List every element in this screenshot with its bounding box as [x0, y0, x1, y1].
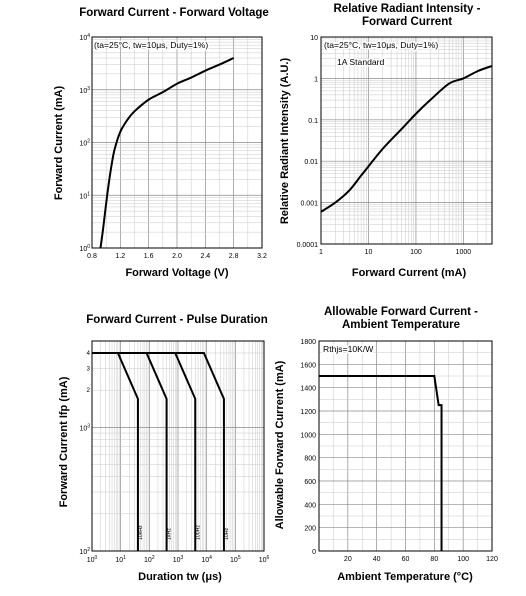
- x-tick-label: 101: [115, 555, 126, 564]
- x-tick-label: 100: [410, 249, 422, 256]
- y-axis-label: Forward Current (mA): [53, 86, 65, 201]
- x-tick-label: 80: [430, 556, 438, 563]
- chart-allowable-forward-current: Allowable Forward Current -Ambient Tempe…: [274, 306, 498, 583]
- x-tick-label: 0.8: [87, 253, 97, 260]
- x-tick-label: 100: [457, 556, 469, 563]
- y-tick-label: 0: [312, 549, 316, 556]
- y-tick-label: 1: [314, 76, 318, 83]
- chart-title-line2: Ambient Temperature: [342, 319, 460, 331]
- x-tick-label: 20: [344, 556, 352, 563]
- y-tick-label: 1000: [300, 432, 316, 439]
- x-tick-label: 100: [87, 555, 98, 564]
- x-tick-label: 3.2: [257, 253, 267, 260]
- x-axis-label: Duration tw (μs): [138, 571, 222, 583]
- chart-title: Allowable Forward Current -: [324, 306, 478, 318]
- plot-frame: [91, 340, 265, 552]
- y-tick-label: 400: [304, 502, 316, 509]
- series-label: 100Hz: [195, 525, 201, 540]
- y-tick-label: 100: [79, 244, 90, 253]
- x-tick-label: 40: [373, 556, 381, 563]
- x-axis-label: Forward Voltage (V): [125, 267, 228, 279]
- series-label: 1kHz: [167, 528, 173, 540]
- x-tick-label: 103: [173, 555, 184, 564]
- x-tick-label: 105: [230, 555, 241, 564]
- annotation: (ta=25°C, tw=10μs, Duty=1%): [324, 40, 438, 50]
- y-minor-tick-label: 4: [87, 350, 91, 357]
- y-tick-label: 200: [304, 526, 316, 533]
- series-line-10khz: [92, 351, 139, 551]
- x-tick-label: 106: [259, 555, 270, 564]
- y-tick-label: 10: [310, 35, 318, 42]
- series-label: 10kHz: [138, 525, 144, 540]
- series-line: [320, 64, 493, 213]
- x-tick-label: 1: [319, 249, 323, 256]
- y-tick-label: 101: [79, 191, 90, 200]
- y-tick-label: 1400: [300, 386, 316, 393]
- x-axis-label: Forward Current (mA): [352, 267, 467, 279]
- chart-title: Forward Current - Forward Voltage: [79, 7, 269, 19]
- chart-title-line2: Forward Current: [362, 16, 452, 28]
- y-tick-label: 0.001: [300, 201, 318, 208]
- series-line: [319, 375, 443, 551]
- x-axis-label: Ambient Temperature (°C): [337, 571, 473, 583]
- x-tick-label: 104: [201, 555, 212, 564]
- y-axis-label: Allowable Forward Current (mA): [274, 360, 286, 529]
- y-minor-tick-label: 3: [87, 365, 91, 372]
- x-tick-label: 10: [365, 249, 373, 256]
- x-tick-label: 1.6: [144, 253, 154, 260]
- x-tick-label: 120: [486, 556, 498, 563]
- annotation: 1A Standard: [337, 57, 385, 67]
- x-tick-label: 2.0: [172, 253, 182, 260]
- series-line-10hz: [92, 351, 225, 551]
- x-tick-label: 1000: [456, 249, 472, 256]
- chart-pulse-duration: Forward Current - Pulse Duration 100 101 10…: [58, 314, 270, 583]
- y-tick-label: 1800: [300, 339, 316, 346]
- x-tick-label: 2.8: [229, 253, 239, 260]
- chart-relative-radiant-intensity: Relative Radiant Intensity -Forward Curr…: [279, 3, 493, 279]
- x-tick-label: 2.4: [200, 253, 210, 260]
- y-tick-label: 104: [79, 33, 90, 42]
- y-tick-label: 102: [79, 139, 90, 148]
- y-tick-label: 800: [304, 456, 316, 463]
- plot-frame: [320, 36, 493, 245]
- y-tick-label: 600: [304, 479, 316, 486]
- y-axis-label: Forward Current Ifp (mA): [58, 376, 70, 507]
- x-tick-label: 102: [144, 555, 155, 564]
- y-tick-label: 1600: [300, 362, 316, 369]
- chart-forward-current-voltage: Forward Current - Forward Voltage 0.8 1.2 1…: [53, 7, 269, 279]
- series-line: [99, 57, 235, 249]
- y-minor-tick-label: 2: [87, 387, 91, 394]
- y-tick-label: 103: [79, 86, 90, 95]
- plot-frame: [318, 340, 493, 552]
- plot-frame: [91, 36, 263, 249]
- annotation: (ta=25°C, tw=10μs, Duty=1%): [94, 40, 208, 50]
- series-line-100hz: [92, 351, 197, 551]
- chart-title: Relative Radiant Intensity -: [334, 3, 481, 15]
- y-tick-label: 0.0001: [297, 242, 319, 249]
- y-tick-label: 102: [79, 547, 90, 556]
- x-tick-label: 1.2: [115, 253, 125, 260]
- y-tick-label: 0.1: [308, 118, 318, 125]
- series-label: 10Hz: [224, 527, 230, 540]
- y-tick-label: 103: [79, 423, 90, 432]
- annotation: Rthjs=10K/W: [323, 344, 374, 354]
- y-axis-label: Relative Radiant Intensity (A.U.): [279, 58, 291, 225]
- chart-title: Forward Current - Pulse Duration: [86, 314, 267, 326]
- y-tick-label: 1200: [300, 409, 316, 416]
- y-tick-label: 0.01: [304, 159, 318, 166]
- x-tick-label: 60: [402, 556, 410, 563]
